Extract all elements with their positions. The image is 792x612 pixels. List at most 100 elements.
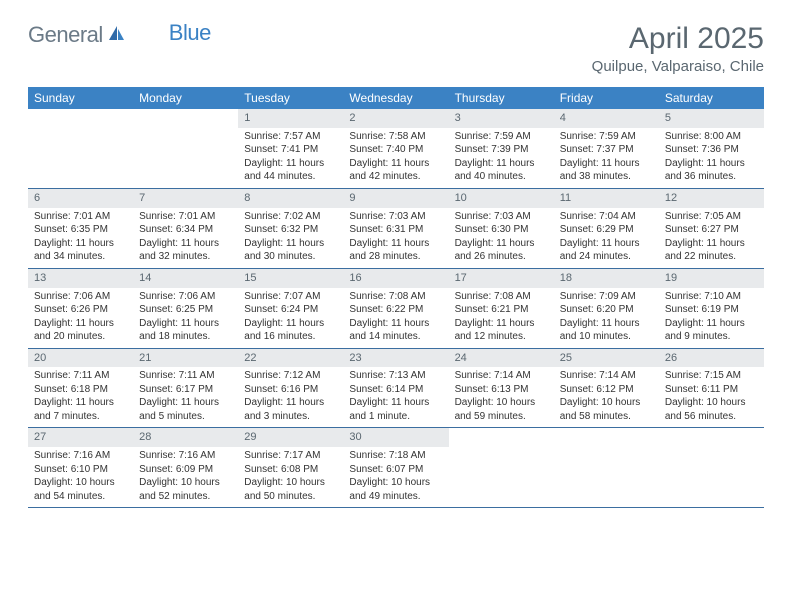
day-details: Sunrise: 7:06 AMSunset: 6:26 PMDaylight:… bbox=[28, 290, 133, 348]
calendar-day-cell: 30Sunrise: 7:18 AMSunset: 6:07 PMDayligh… bbox=[343, 428, 448, 507]
day-number: 11 bbox=[554, 189, 659, 208]
day-number: 28 bbox=[133, 428, 238, 447]
day-number: 29 bbox=[238, 428, 343, 447]
day-details: Sunrise: 7:15 AMSunset: 6:11 PMDaylight:… bbox=[659, 369, 764, 427]
day-number: 19 bbox=[659, 269, 764, 288]
daylight-line: Daylight: 11 hours and 36 minutes. bbox=[665, 157, 758, 184]
sunrise-line: Sunrise: 7:08 AM bbox=[455, 290, 548, 304]
sunset-line: Sunset: 6:35 PM bbox=[34, 223, 127, 237]
day-details: Sunrise: 7:59 AMSunset: 7:37 PMDaylight:… bbox=[554, 130, 659, 188]
day-number: 1 bbox=[238, 109, 343, 128]
sail-icon bbox=[107, 24, 127, 47]
sunrise-line: Sunrise: 7:59 AM bbox=[560, 130, 653, 144]
day-number: 5 bbox=[659, 109, 764, 128]
calendar-day-cell: 25Sunrise: 7:14 AMSunset: 6:12 PMDayligh… bbox=[554, 349, 659, 428]
day-number: 8 bbox=[238, 189, 343, 208]
sunrise-line: Sunrise: 7:17 AM bbox=[244, 449, 337, 463]
sunset-line: Sunset: 6:21 PM bbox=[455, 303, 548, 317]
daylight-line: Daylight: 10 hours and 50 minutes. bbox=[244, 476, 337, 503]
sunrise-line: Sunrise: 7:18 AM bbox=[349, 449, 442, 463]
day-details: Sunrise: 7:57 AMSunset: 7:41 PMDaylight:… bbox=[238, 130, 343, 188]
calendar-grid: SundayMondayTuesdayWednesdayThursdayFrid… bbox=[28, 87, 764, 508]
sunset-line: Sunset: 7:39 PM bbox=[455, 143, 548, 157]
daylight-line: Daylight: 11 hours and 3 minutes. bbox=[244, 396, 337, 423]
sunrise-line: Sunrise: 7:11 AM bbox=[34, 369, 127, 383]
daylight-line: Daylight: 10 hours and 59 minutes. bbox=[455, 396, 548, 423]
sunset-line: Sunset: 6:11 PM bbox=[665, 383, 758, 397]
calendar-week-row: 27Sunrise: 7:16 AMSunset: 6:10 PMDayligh… bbox=[28, 428, 764, 508]
weekday-header-cell: Monday bbox=[133, 87, 238, 109]
daylight-line: Daylight: 10 hours and 49 minutes. bbox=[349, 476, 442, 503]
sunset-line: Sunset: 6:20 PM bbox=[560, 303, 653, 317]
sunset-line: Sunset: 6:27 PM bbox=[665, 223, 758, 237]
day-details: Sunrise: 7:04 AMSunset: 6:29 PMDaylight:… bbox=[554, 210, 659, 268]
calendar-day-cell: 8 Sunrise: 7:02 AMSunset: 6:32 PMDaylight… bbox=[238, 189, 343, 268]
sunset-line: Sunset: 6:34 PM bbox=[139, 223, 232, 237]
calendar-day-cell: 7Sunrise: 7:01 AMSunset: 6:34 PMDaylight… bbox=[133, 189, 238, 268]
sunrise-line: Sunrise: 7:11 AM bbox=[139, 369, 232, 383]
day-number: 13 bbox=[28, 269, 133, 288]
daylight-line: Daylight: 11 hours and 40 minutes. bbox=[455, 157, 548, 184]
sunset-line: Sunset: 6:29 PM bbox=[560, 223, 653, 237]
sunset-line: Sunset: 6:14 PM bbox=[349, 383, 442, 397]
day-details: Sunrise: 7:02 AMSunset: 6:32 PMDaylight:… bbox=[238, 210, 343, 268]
sunrise-line: Sunrise: 7:14 AM bbox=[455, 369, 548, 383]
sunset-line: Sunset: 6:26 PM bbox=[34, 303, 127, 317]
day-number: 24 bbox=[449, 349, 554, 368]
sunrise-line: Sunrise: 7:58 AM bbox=[349, 130, 442, 144]
brand-text-2: Blue bbox=[169, 20, 211, 45]
calendar-week-row: 13Sunrise: 7:06 AMSunset: 6:26 PMDayligh… bbox=[28, 269, 764, 349]
calendar-day-cell: 4 Sunrise: 7:59 AMSunset: 7:37 PMDaylight… bbox=[554, 109, 659, 188]
daylight-line: Daylight: 11 hours and 44 minutes. bbox=[244, 157, 337, 184]
sunrise-line: Sunrise: 7:09 AM bbox=[560, 290, 653, 304]
day-number: 16 bbox=[343, 269, 448, 288]
day-details: Sunrise: 7:10 AMSunset: 6:19 PMDaylight:… bbox=[659, 290, 764, 348]
day-number: 23 bbox=[343, 349, 448, 368]
calendar-day-cell: 16 Sunrise: 7:08 AMSunset: 6:22 PMDayligh… bbox=[343, 269, 448, 348]
day-number: 4 bbox=[554, 109, 659, 128]
weekday-header-cell: Tuesday bbox=[238, 87, 343, 109]
sunrise-line: Sunrise: 7:59 AM bbox=[455, 130, 548, 144]
daylight-line: Daylight: 11 hours and 32 minutes. bbox=[139, 237, 232, 264]
daylight-line: Daylight: 11 hours and 20 minutes. bbox=[34, 317, 127, 344]
calendar-day-cell: 22Sunrise: 7:12 AMSunset: 6:16 PMDayligh… bbox=[238, 349, 343, 428]
calendar-day-cell: 11 Sunrise: 7:04 AMSunset: 6:29 PMDayligh… bbox=[554, 189, 659, 268]
weekday-header-cell: Friday bbox=[554, 87, 659, 109]
day-details: Sunrise: 8:00 AMSunset: 7:36 PMDaylight:… bbox=[659, 130, 764, 188]
day-number: 12 bbox=[659, 189, 764, 208]
day-number: 22 bbox=[238, 349, 343, 368]
sunrise-line: Sunrise: 7:05 AM bbox=[665, 210, 758, 224]
day-details: Sunrise: 7:14 AMSunset: 6:12 PMDaylight:… bbox=[554, 369, 659, 427]
sunrise-line: Sunrise: 7:04 AM bbox=[560, 210, 653, 224]
daylight-line: Daylight: 11 hours and 9 minutes. bbox=[665, 317, 758, 344]
day-details: Sunrise: 7:08 AMSunset: 6:22 PMDaylight:… bbox=[343, 290, 448, 348]
weekday-header-cell: Thursday bbox=[449, 87, 554, 109]
day-number: 25 bbox=[554, 349, 659, 368]
day-details: Sunrise: 7:03 AMSunset: 6:30 PMDaylight:… bbox=[449, 210, 554, 268]
sunrise-line: Sunrise: 7:16 AM bbox=[34, 449, 127, 463]
calendar-day-cell: 20Sunrise: 7:11 AMSunset: 6:18 PMDayligh… bbox=[28, 349, 133, 428]
sunrise-line: Sunrise: 7:07 AM bbox=[244, 290, 337, 304]
day-number: 9 bbox=[343, 189, 448, 208]
daylight-line: Daylight: 11 hours and 34 minutes. bbox=[34, 237, 127, 264]
daylight-line: Daylight: 10 hours and 52 minutes. bbox=[139, 476, 232, 503]
day-number: 10 bbox=[449, 189, 554, 208]
daylight-line: Daylight: 11 hours and 12 minutes. bbox=[455, 317, 548, 344]
calendar-page: General Blue April 2025 Quilpue, Valpara… bbox=[0, 0, 792, 508]
sunrise-line: Sunrise: 7:14 AM bbox=[560, 369, 653, 383]
day-number: 20 bbox=[28, 349, 133, 368]
day-number: 26 bbox=[659, 349, 764, 368]
calendar-day-cell: 9Sunrise: 7:03 AMSunset: 6:31 PMDaylight… bbox=[343, 189, 448, 268]
sunset-line: Sunset: 6:25 PM bbox=[139, 303, 232, 317]
calendar-day-cell: 13 Sunrise: 7:06 AMSunset: 6:26 PMDayligh… bbox=[28, 269, 133, 348]
daylight-line: Daylight: 11 hours and 18 minutes. bbox=[139, 317, 232, 344]
daylight-line: Daylight: 11 hours and 26 minutes. bbox=[455, 237, 548, 264]
day-details: Sunrise: 7:01 AMSunset: 6:35 PMDaylight:… bbox=[28, 210, 133, 268]
daylight-line: Daylight: 10 hours and 54 minutes. bbox=[34, 476, 127, 503]
sunrise-line: Sunrise: 7:15 AM bbox=[665, 369, 758, 383]
day-number: 30 bbox=[343, 428, 448, 447]
sunrise-line: Sunrise: 7:03 AM bbox=[455, 210, 548, 224]
daylight-line: Daylight: 11 hours and 28 minutes. bbox=[349, 237, 442, 264]
sunrise-line: Sunrise: 7:06 AM bbox=[139, 290, 232, 304]
daylight-line: Daylight: 11 hours and 24 minutes. bbox=[560, 237, 653, 264]
